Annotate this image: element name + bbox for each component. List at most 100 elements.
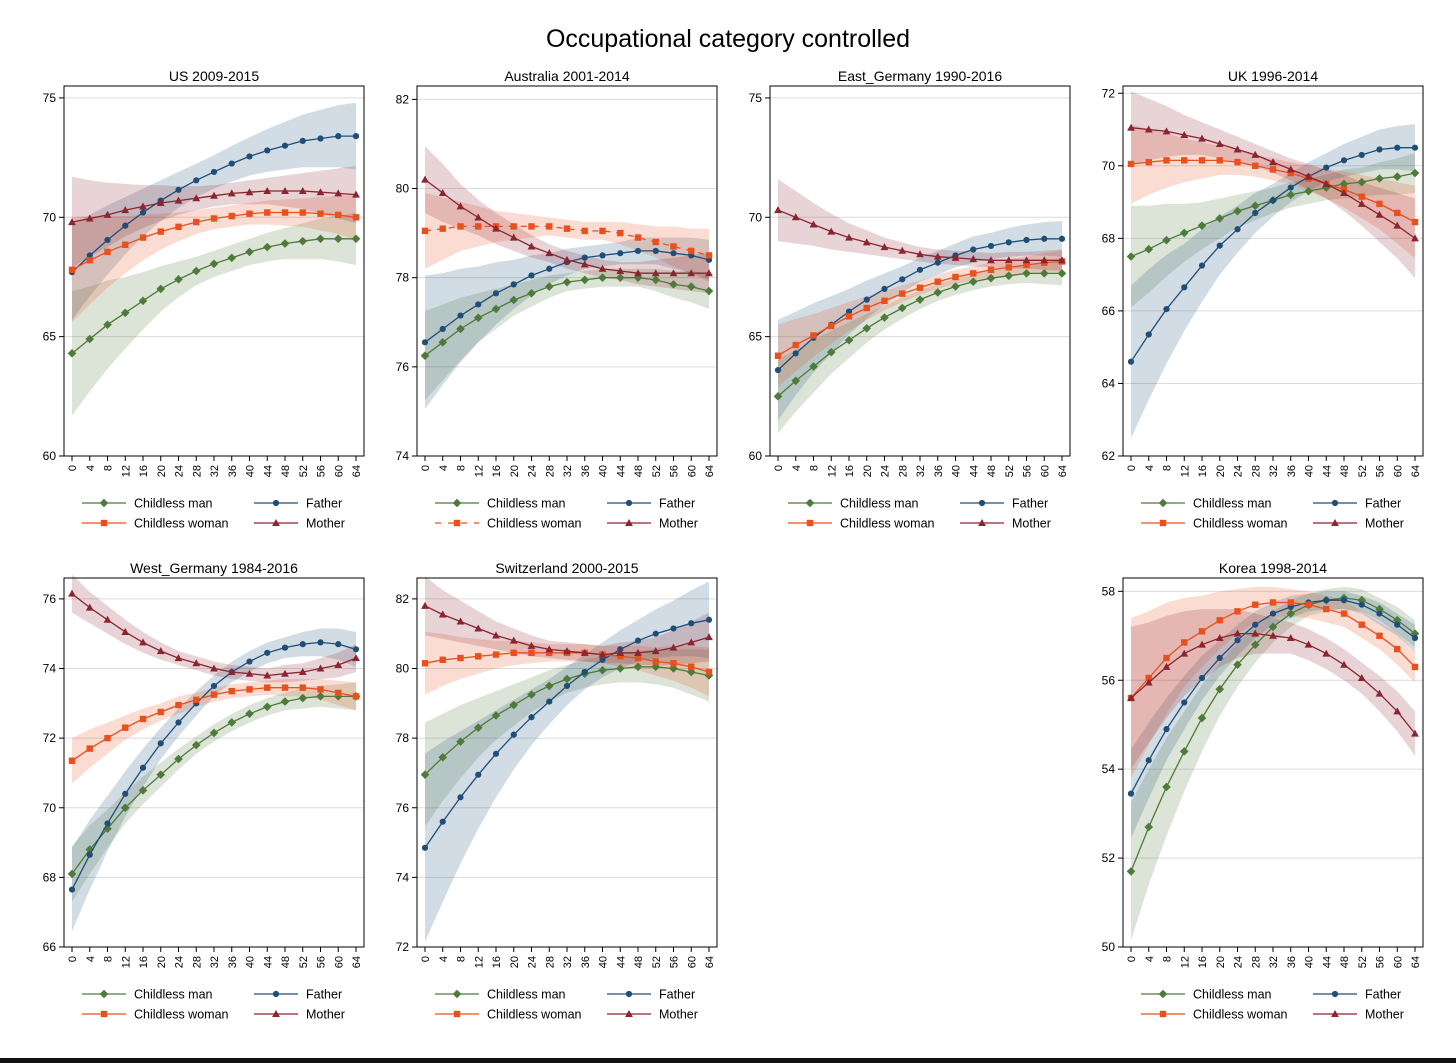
point-childless-woman	[1252, 601, 1259, 608]
point-mother	[651, 647, 660, 655]
point-childless-man	[527, 690, 536, 699]
x-tick-label: 52	[1357, 956, 1369, 968]
point-childless-woman	[1145, 674, 1152, 682]
point-father	[335, 133, 342, 140]
point-father	[1005, 239, 1012, 246]
x-tick-label: 0	[420, 465, 432, 471]
point-father	[705, 616, 713, 623]
legend-label-childless-man: Childless man	[487, 988, 566, 1002]
confidence-band-father	[778, 220, 1062, 421]
legend: Childless man Father Childless woman Mother	[435, 497, 698, 531]
point-childless-woman	[792, 341, 799, 349]
legend-marker-father	[625, 499, 633, 507]
point-mother	[298, 667, 307, 675]
legend-label-childless-woman: Childless woman	[1193, 1008, 1288, 1022]
point-childless-man	[280, 239, 290, 248]
point-childless-woman	[246, 686, 253, 693]
point-father	[1411, 634, 1419, 642]
point-father	[1411, 144, 1419, 151]
legend-marker-father	[1331, 990, 1339, 998]
legend-marker-childless-man	[1158, 498, 1168, 508]
point-childless-man	[138, 296, 148, 306]
point-childless-woman	[1181, 157, 1188, 164]
point-father	[475, 301, 482, 308]
x-tick-label: 20	[862, 465, 874, 477]
point-mother	[774, 206, 782, 214]
point-father	[139, 209, 147, 216]
x-tick-label: 0	[420, 956, 432, 962]
point-mother	[527, 242, 536, 250]
x-tick-label: 52	[651, 956, 663, 968]
legend-label-mother: Mother	[1365, 517, 1404, 531]
point-childless-man	[633, 273, 643, 282]
point-mother	[298, 187, 307, 195]
x-tick-label: 40	[245, 956, 257, 968]
point-childless-woman	[1287, 169, 1294, 177]
legend-marker-childless-woman	[1159, 1010, 1167, 1018]
point-childless-woman	[987, 266, 995, 274]
point-childless-woman	[1127, 160, 1135, 168]
x-tick-label: 28	[1250, 956, 1262, 968]
point-childless-man	[915, 295, 925, 304]
point-mother	[85, 603, 94, 611]
y-tick-label: 66	[1102, 304, 1116, 318]
y-tick-label: 76	[43, 592, 57, 606]
point-father	[421, 844, 429, 851]
point-mother	[334, 661, 343, 669]
point-childless-man	[615, 273, 625, 282]
point-father	[1394, 621, 1401, 628]
plot-area	[1123, 578, 1423, 947]
x-tick-label: 24	[1233, 465, 1245, 477]
confidence-band-childless-woman	[425, 193, 709, 283]
point-mother	[1144, 678, 1153, 686]
point-childless-woman	[68, 757, 76, 764]
point-childless-woman	[810, 332, 817, 339]
point-father	[175, 186, 182, 193]
point-childless-man	[1392, 172, 1402, 181]
point-mother	[156, 198, 165, 206]
y-tick-label: 65	[43, 330, 57, 344]
point-mother	[898, 246, 907, 254]
point-father	[264, 147, 271, 154]
plot-frame	[63, 577, 365, 948]
point-mother	[616, 267, 625, 274]
x-tick-label: 32	[209, 465, 221, 477]
point-mother	[281, 187, 289, 195]
x-tick-label: 40	[1304, 465, 1316, 477]
point-mother	[527, 641, 536, 649]
legend: Childless man Father Childless woman Mother	[788, 497, 1051, 531]
point-mother	[227, 189, 236, 197]
confidence-band-childless-man	[72, 682, 356, 902]
point-childless-man	[862, 323, 872, 333]
confidence-band-childless-woman	[425, 632, 709, 697]
x-tick-label: 64	[351, 465, 363, 477]
y-tick-label: 75	[749, 91, 763, 105]
point-mother	[563, 647, 571, 655]
point-childless-woman	[1216, 617, 1223, 624]
x-tick-label: 36	[1286, 465, 1298, 477]
confidence-band-childless-woman	[1131, 586, 1415, 779]
x-tick-label: 48	[633, 465, 645, 477]
x-tick-label: 0	[773, 465, 785, 471]
confidence-band-childless-woman	[72, 679, 356, 784]
point-father	[1198, 674, 1206, 682]
legend-marker-childless-man	[99, 989, 109, 999]
point-childless-man	[138, 786, 148, 795]
point-mother	[1215, 634, 1224, 642]
y-tick-label: 54	[1102, 762, 1116, 776]
x-tick-label: 48	[1339, 465, 1351, 477]
plot-frame	[1122, 577, 1424, 948]
y-tick-label: 80	[396, 662, 410, 676]
point-mother	[1340, 189, 1348, 197]
point-mother	[969, 255, 978, 263]
point-father	[916, 266, 924, 273]
x-tick-label: 16	[491, 956, 503, 968]
point-childless-woman	[1234, 158, 1241, 166]
point-childless-man	[1126, 252, 1136, 261]
legend-label-mother: Mother	[659, 517, 698, 531]
x-tick-label: 16	[1197, 465, 1209, 477]
point-childless-man	[174, 754, 183, 764]
point-mother	[933, 252, 942, 260]
